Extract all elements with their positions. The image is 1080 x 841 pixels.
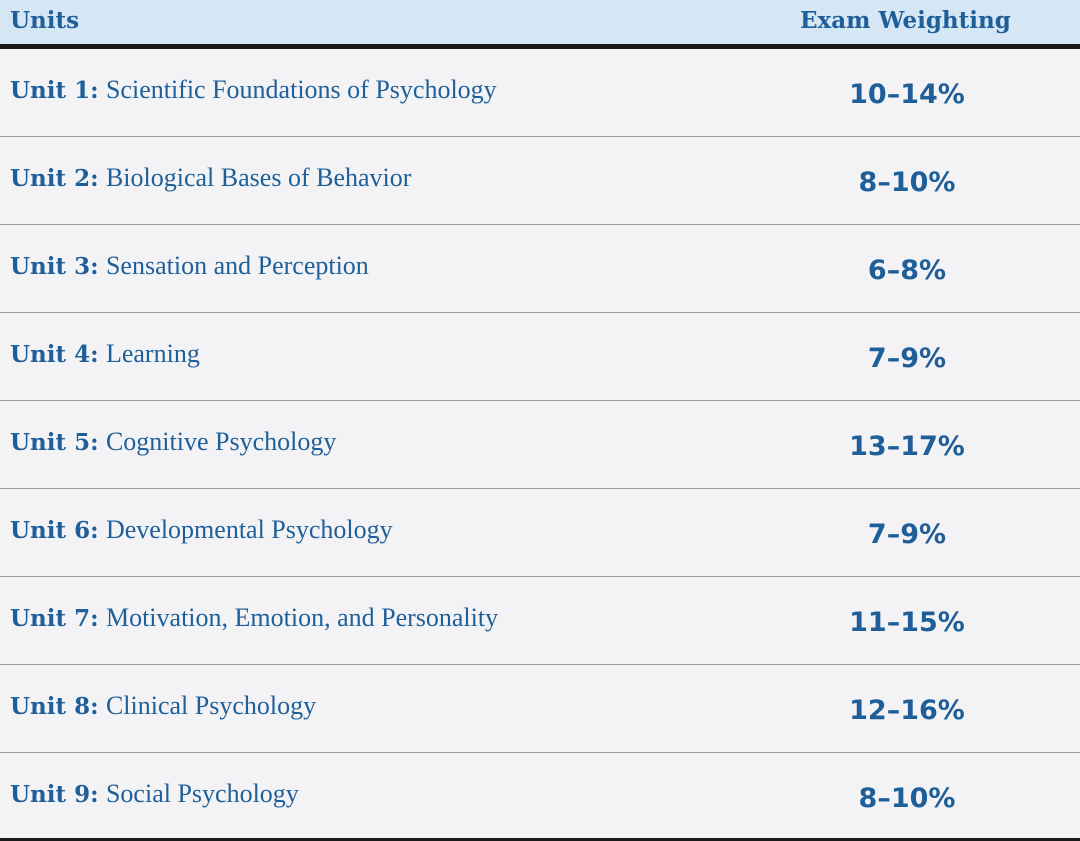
unit-cell: Unit 6: Developmental Psychology bbox=[10, 515, 393, 546]
weight-cell: 8–10% bbox=[858, 167, 956, 198]
unit-number: Unit 3: bbox=[10, 253, 99, 280]
unit-cell: Unit 4: Learning bbox=[10, 339, 200, 370]
table-bottom-rule bbox=[0, 838, 1080, 841]
weight-cell: 11–15% bbox=[849, 607, 965, 638]
unit-name: Learning bbox=[105, 339, 200, 368]
unit-number: Unit 2: bbox=[10, 165, 99, 192]
unit-cell: Unit 9: Social Psychology bbox=[10, 779, 299, 810]
table-row: Unit 4: Learning 7–9% bbox=[0, 313, 1080, 401]
row-divider bbox=[0, 488, 1080, 489]
table-row: Unit 9: Social Psychology 8–10% bbox=[0, 753, 1080, 841]
row-divider bbox=[0, 400, 1080, 401]
weight-cell: 10–14% bbox=[849, 79, 965, 110]
weight-cell: 7–9% bbox=[867, 519, 947, 550]
row-divider bbox=[0, 224, 1080, 225]
unit-cell: Unit 8: Clinical Psychology bbox=[10, 691, 316, 722]
weight-cell: 7–9% bbox=[867, 343, 947, 374]
unit-cell: Unit 3: Sensation and Perception bbox=[10, 251, 369, 282]
unit-name: Clinical Psychology bbox=[105, 691, 317, 720]
header-rule bbox=[0, 44, 1080, 49]
table-row: Unit 8: Clinical Psychology 12–16% bbox=[0, 665, 1080, 753]
row-divider bbox=[0, 312, 1080, 313]
table-row: Unit 2: Biological Bases of Behavior 8–1… bbox=[0, 137, 1080, 225]
unit-name: Biological Bases of Behavior bbox=[105, 163, 412, 192]
weight-cell: 8–10% bbox=[858, 783, 956, 814]
row-divider bbox=[0, 136, 1080, 137]
unit-name: Social Psychology bbox=[105, 779, 299, 808]
header-units: Units bbox=[10, 7, 80, 34]
unit-cell: Unit 7: Motivation, Emotion, and Persona… bbox=[10, 603, 498, 634]
unit-cell: Unit 1: Scientific Foundations of Psycho… bbox=[10, 75, 497, 106]
table-row: Unit 3: Sensation and Perception 6–8% bbox=[0, 225, 1080, 313]
unit-cell: Unit 2: Biological Bases of Behavior bbox=[10, 163, 411, 194]
weight-cell: 6–8% bbox=[867, 255, 947, 286]
table-header: Units Exam Weighting bbox=[0, 0, 1080, 44]
unit-number: Unit 8: bbox=[10, 693, 99, 720]
unit-number: Unit 9: bbox=[10, 781, 99, 808]
unit-name: Developmental Psychology bbox=[105, 515, 393, 544]
unit-number: Unit 5: bbox=[10, 429, 99, 456]
row-divider bbox=[0, 664, 1080, 665]
table-row: Unit 1: Scientific Foundations of Psycho… bbox=[0, 49, 1080, 137]
unit-number: Unit 1: bbox=[10, 77, 99, 104]
unit-name: Scientific Foundations of Psychology bbox=[105, 75, 497, 104]
weight-cell: 12–16% bbox=[849, 695, 965, 726]
table-row: Unit 7: Motivation, Emotion, and Persona… bbox=[0, 577, 1080, 665]
unit-number: Unit 6: bbox=[10, 517, 99, 544]
unit-name: Cognitive Psychology bbox=[105, 427, 337, 456]
header-exam-weighting: Exam Weighting bbox=[800, 7, 1011, 34]
table-row: Unit 5: Cognitive Psychology 13–17% bbox=[0, 401, 1080, 489]
unit-number: Unit 4: bbox=[10, 341, 99, 368]
unit-number: Unit 7: bbox=[10, 605, 99, 632]
unit-name: Motivation, Emotion, and Personality bbox=[105, 603, 499, 632]
table-row: Unit 6: Developmental Psychology 7–9% bbox=[0, 489, 1080, 577]
row-divider bbox=[0, 576, 1080, 577]
unit-cell: Unit 5: Cognitive Psychology bbox=[10, 427, 336, 458]
weight-cell: 13–17% bbox=[849, 431, 965, 462]
unit-name: Sensation and Perception bbox=[105, 251, 369, 280]
row-divider bbox=[0, 752, 1080, 753]
